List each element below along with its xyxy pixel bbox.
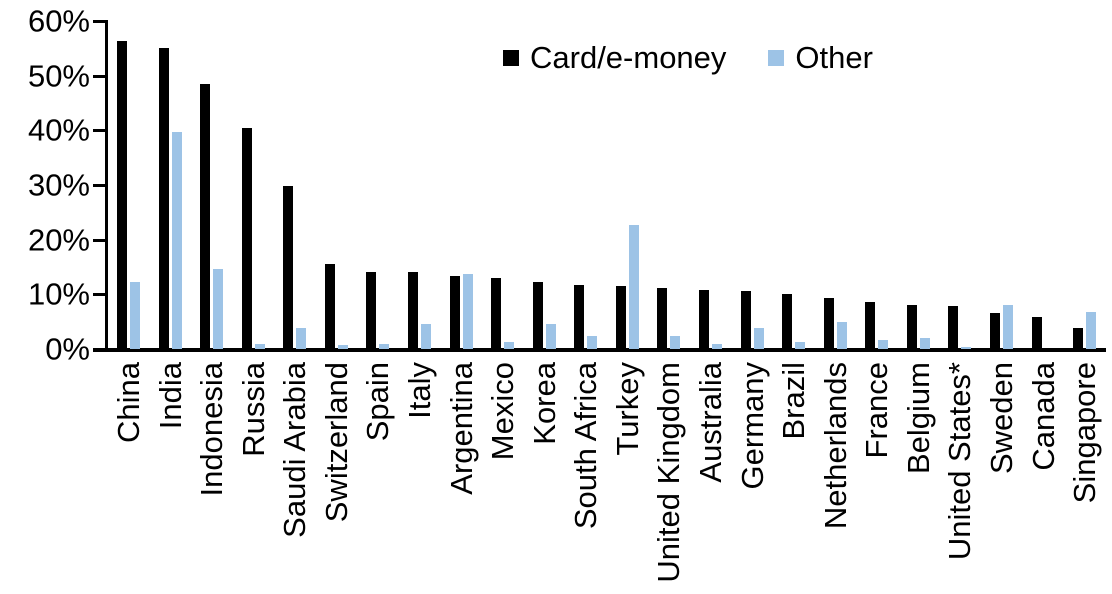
bar-other-turkey [628, 225, 639, 349]
bar-card-emoney-argentina [449, 275, 460, 349]
bar-card-emoney-italy [407, 272, 418, 349]
x-axis-label: Turkey [609, 362, 645, 456]
bar-other-sweden [1002, 304, 1013, 349]
bar-other-china [130, 281, 140, 349]
x-axis-label: United States* [942, 362, 978, 561]
x-axis-label: Germany [734, 362, 770, 490]
x-axis-label: China [111, 362, 146, 443]
bar-card-emoney-united-states- [948, 306, 959, 349]
bar-other-korea [545, 323, 556, 349]
bar-other-argentina [462, 273, 473, 349]
bar-other-netherlands [836, 322, 847, 349]
bar-other-italy [420, 323, 431, 349]
x-axis-label: Korea [526, 362, 562, 445]
bar-card-emoney-saudi-arabia [283, 186, 294, 349]
y-axis-label: 30% [27, 167, 90, 203]
bar-other-france [878, 340, 889, 349]
x-axis-label: Argentina [443, 362, 479, 495]
bar-card-emoney-netherlands [823, 298, 834, 349]
bar-other-south-africa [587, 335, 598, 349]
bar-other-united-states- [961, 347, 972, 349]
y-axis-label: 20% [27, 222, 90, 258]
bar-card-emoney-france [865, 301, 876, 349]
bar-card-emoney-south-africa [574, 285, 585, 349]
bar-other-united-kingdom [670, 335, 681, 349]
x-axis-label: India [152, 362, 188, 430]
bar-other-belgium [919, 337, 930, 349]
bar-card-emoney-india [158, 47, 169, 349]
bar-card-emoney-united-kingdom [657, 288, 668, 349]
legend-swatch-other-icon [768, 50, 785, 66]
x-axis-label: Switzerland [318, 362, 354, 523]
x-axis-label: Saudi Arabia [277, 362, 313, 538]
bar-card-emoney-brazil [782, 294, 793, 349]
y-axis-label: 10% [27, 276, 90, 312]
bar-other-germany [753, 327, 764, 349]
x-axis-label: Italy [401, 362, 437, 419]
x-axis-label: Russia [235, 362, 271, 457]
legend-swatch-card-emoney-icon [503, 50, 519, 66]
bar-card-emoney-sweden [989, 313, 1000, 349]
bar-other-switzerland [337, 344, 348, 349]
legend-item-other: Other [768, 40, 873, 76]
legend-item-card-emoney: Card/e-money [503, 40, 726, 76]
y-axis-tick [93, 19, 108, 23]
bar-card-emoney-singapore [1073, 328, 1084, 349]
x-axis-label: Indonesia [194, 362, 230, 497]
y-axis-tick [93, 293, 108, 297]
x-axis-label: South Africa [568, 362, 604, 530]
bar-card-emoney-turkey [615, 285, 626, 349]
legend-label-card-emoney: Card/e-money [530, 40, 727, 75]
x-axis-label: Spain [360, 362, 396, 442]
bar-other-spain [379, 343, 390, 349]
bar-card-emoney-spain [366, 271, 377, 349]
bar-other-india [171, 131, 182, 349]
bar-other-russia [254, 343, 265, 349]
y-axis-tick [93, 129, 108, 133]
x-axis-label: Belgium [900, 362, 936, 474]
x-axis-label: Netherlands [817, 362, 853, 530]
bar-card-emoney-belgium [906, 304, 917, 349]
x-axis-label: United Kingdom [651, 362, 687, 583]
bar-other-saudi-arabia [296, 327, 307, 349]
bar-card-emoney-canada [1031, 316, 1042, 349]
bar-other-brazil [795, 342, 806, 349]
bar-card-emoney-mexico [491, 278, 502, 349]
bar-other-australia [711, 343, 722, 349]
x-axis-line [93, 348, 1106, 352]
x-axis-label: France [859, 362, 895, 459]
y-axis-tick [93, 74, 108, 78]
x-axis-label: Singapore [1067, 362, 1103, 504]
legend: Card/e-money Other [503, 40, 873, 76]
bar-other-indonesia [213, 269, 224, 349]
y-axis-line [105, 20, 108, 352]
x-axis-label: Mexico [485, 362, 521, 461]
x-axis-label: Brazil [776, 362, 812, 440]
x-axis-label: Australia [692, 362, 728, 483]
y-axis-label: 60% [27, 3, 90, 39]
x-axis-label: Sweden [983, 362, 1019, 475]
bar-card-emoney-china [117, 41, 127, 349]
y-axis-label: 0% [45, 331, 90, 367]
bar-card-emoney-indonesia [200, 84, 211, 349]
bar-other-singapore [1086, 312, 1097, 349]
y-axis-label: 50% [27, 58, 90, 94]
legend-label-other: Other [795, 40, 873, 75]
bar-card-emoney-korea [532, 282, 543, 349]
y-axis-tick [93, 238, 108, 242]
y-axis-tick [93, 183, 108, 187]
bar-card-emoney-switzerland [324, 263, 335, 349]
bar-card-emoney-germany [740, 291, 751, 349]
bar-card-emoney-russia [241, 127, 252, 349]
bar-other-mexico [504, 341, 515, 349]
x-axis-label: Canada [1025, 362, 1061, 471]
y-axis-label: 40% [27, 112, 90, 148]
bar-card-emoney-australia [698, 289, 709, 349]
